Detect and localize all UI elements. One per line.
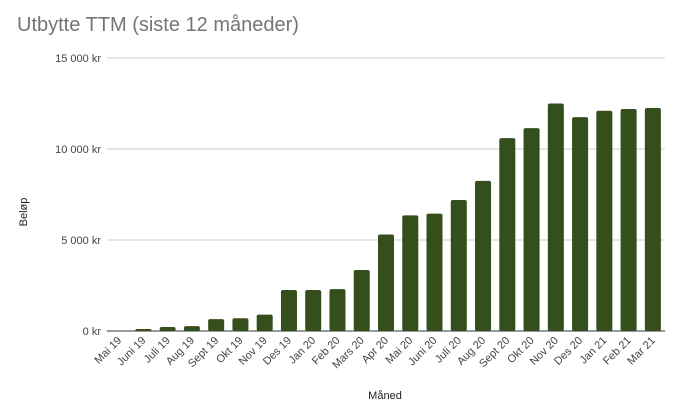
bar[interactable] [450,199,467,331]
bar[interactable] [596,110,613,331]
y-tick-label: 5 000 kr [61,235,101,247]
bar[interactable] [644,108,661,331]
bar[interactable] [572,117,589,332]
bar[interactable] [353,270,370,331]
bar[interactable] [305,290,322,331]
y-tick-label: 0 kr [83,326,102,338]
bar[interactable] [475,180,492,331]
bar[interactable] [523,128,540,331]
y-axis-title: Beløp [18,198,30,227]
bar[interactable] [499,138,516,331]
bar[interactable] [329,289,346,331]
bar[interactable] [208,319,225,331]
bar[interactable] [232,318,249,331]
bar[interactable] [135,328,152,331]
y-axis-ticks: 0 kr 5 000 kr 10 000 kr 15 000 kr [55,53,101,338]
x-axis-title: Måned [368,390,402,402]
bar[interactable] [377,234,395,331]
bar[interactable] [402,215,419,331]
bar[interactable] [183,326,200,331]
bar[interactable] [426,213,443,331]
bar[interactable] [620,108,637,332]
chart-title: Utbytte TTM (siste 12 måneder) [17,14,299,36]
bar[interactable] [256,314,273,331]
y-tick-label: 10 000 kr [55,144,101,156]
bar[interactable] [159,326,176,331]
bar[interactable] [547,103,564,332]
x-tick-label: Mar 21 [625,335,658,368]
y-tick-label: 15 000 kr [55,53,101,65]
bars [135,103,661,332]
bar[interactable] [280,290,297,331]
